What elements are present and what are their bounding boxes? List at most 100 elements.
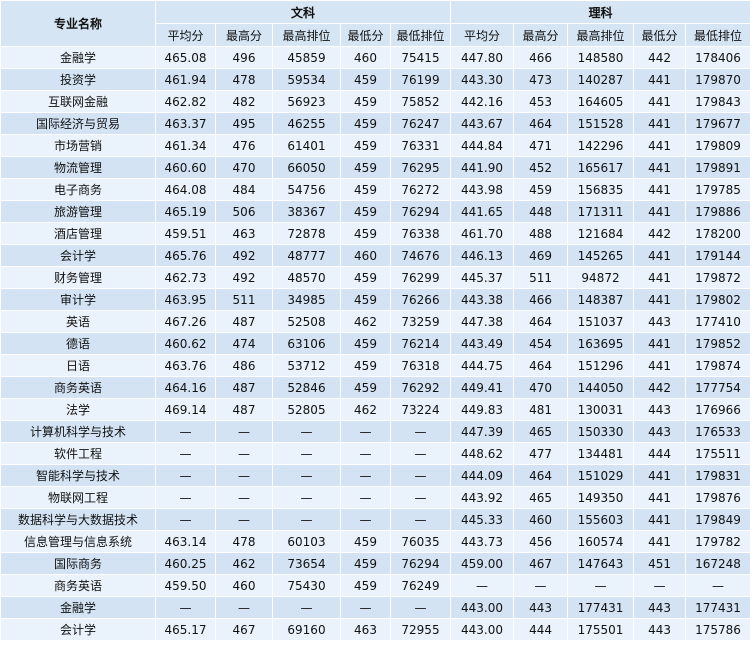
cell: 441.65 bbox=[450, 200, 515, 223]
major-name: 旅游管理 bbox=[0, 200, 156, 223]
table-row: 法学 469.14 487 52805 462 73224 449.83 481 130031 4… bbox=[0, 398, 750, 421]
cell: 473 bbox=[513, 68, 569, 91]
cell: — bbox=[340, 596, 391, 619]
cell: 442 bbox=[633, 376, 687, 399]
cell: 179870 bbox=[685, 68, 750, 91]
cell: 487 bbox=[215, 310, 273, 333]
cell: 476 bbox=[215, 134, 273, 157]
cell: 442 bbox=[633, 46, 687, 69]
column-header: 最高排位 bbox=[272, 23, 341, 47]
cell: — bbox=[340, 420, 391, 443]
cell: 179872 bbox=[685, 266, 750, 289]
cell: — bbox=[340, 486, 391, 509]
cell: — bbox=[155, 596, 216, 619]
cell: 459 bbox=[340, 288, 391, 311]
cell: — bbox=[215, 464, 273, 487]
cell: 34985 bbox=[272, 288, 341, 311]
cell: 52846 bbox=[272, 376, 341, 399]
cell: 448 bbox=[513, 200, 569, 223]
cell: 61401 bbox=[272, 134, 341, 157]
major-name: 德语 bbox=[0, 332, 156, 355]
cell: 38367 bbox=[272, 200, 341, 223]
cell: 459 bbox=[340, 552, 391, 575]
cell: 441 bbox=[633, 134, 687, 157]
major-name: 国际经济与贸易 bbox=[0, 112, 156, 135]
cell: 463.76 bbox=[155, 354, 216, 377]
cell: 459 bbox=[340, 574, 391, 597]
cell: 52508 bbox=[272, 310, 341, 333]
major-name: 电子商务 bbox=[0, 178, 156, 201]
table-row: 投资学 461.94 478 59534 459 76199 443.30 473 140287… bbox=[0, 68, 750, 91]
table-row: 旅游管理 465.19 506 38367 459 76294 441.65 448 17131… bbox=[0, 200, 750, 223]
cell: 441 bbox=[633, 200, 687, 223]
cell: 59534 bbox=[272, 68, 341, 91]
cell: 443.73 bbox=[450, 530, 515, 553]
cell: 179144 bbox=[685, 244, 750, 267]
cell: 442 bbox=[633, 222, 687, 245]
cell: 69160 bbox=[272, 618, 341, 641]
cell: 171311 bbox=[567, 200, 635, 223]
cell: — bbox=[340, 442, 391, 465]
cell: 460 bbox=[340, 46, 391, 69]
cell: 48570 bbox=[272, 266, 341, 289]
cell: 165617 bbox=[567, 156, 635, 179]
cell: — bbox=[685, 574, 750, 597]
cell: 76299 bbox=[389, 266, 452, 289]
cell: 76292 bbox=[389, 376, 452, 399]
cell: 459 bbox=[340, 266, 391, 289]
cell: — bbox=[389, 596, 452, 619]
table-row: 商务英语 464.16 487 52846 459 76292 449.41 470 14405… bbox=[0, 376, 750, 399]
cell: 464.16 bbox=[155, 376, 216, 399]
cell: — bbox=[155, 464, 216, 487]
header-name: 专业名称 bbox=[0, 0, 156, 47]
cell: 179843 bbox=[685, 90, 750, 113]
cell: 463 bbox=[215, 222, 273, 245]
cell: 465 bbox=[513, 420, 569, 443]
cell: 148580 bbox=[567, 46, 635, 69]
column-header: 最高分 bbox=[513, 23, 569, 47]
cell: 496 bbox=[215, 46, 273, 69]
table-row: 软件工程 — — — — —448.62 477 134481 444 175511 bbox=[0, 442, 750, 465]
cell: 164605 bbox=[567, 90, 635, 113]
cell: 443.67 bbox=[450, 112, 515, 135]
cell: 441 bbox=[633, 288, 687, 311]
cell: 467 bbox=[215, 618, 273, 641]
cell: — bbox=[215, 420, 273, 443]
cell: 481 bbox=[513, 398, 569, 421]
cell: 469.14 bbox=[155, 398, 216, 421]
major-name: 国际商务 bbox=[0, 552, 156, 575]
table-row: 商务英语 459.50 460 75430 459 76249— — — — — bbox=[0, 574, 750, 597]
cell: 492 bbox=[215, 244, 273, 267]
cell: 443 bbox=[513, 596, 569, 619]
cell: 441 bbox=[633, 112, 687, 135]
major-name: 法学 bbox=[0, 398, 156, 421]
cell: 130031 bbox=[567, 398, 635, 421]
cell: 470 bbox=[513, 376, 569, 399]
cell: 177754 bbox=[685, 376, 750, 399]
cell: 471 bbox=[513, 134, 569, 157]
cell: 177410 bbox=[685, 310, 750, 333]
cell: 178406 bbox=[685, 46, 750, 69]
cell: 46255 bbox=[272, 112, 341, 135]
table-row: 电子商务 464.08 484 54756 459 76272 443.98 459 15683… bbox=[0, 178, 750, 201]
cell: 441 bbox=[633, 156, 687, 179]
cell: 445.33 bbox=[450, 508, 515, 531]
cell: 459 bbox=[340, 354, 391, 377]
cell: 465.76 bbox=[155, 244, 216, 267]
major-name: 物联网工程 bbox=[0, 486, 156, 509]
cell: 76035 bbox=[389, 530, 452, 553]
cell: — bbox=[340, 464, 391, 487]
cell: 54756 bbox=[272, 178, 341, 201]
major-name: 金融学 bbox=[0, 46, 156, 69]
major-name: 会计学 bbox=[0, 618, 156, 641]
cell: 464.08 bbox=[155, 178, 216, 201]
cell: — bbox=[272, 464, 341, 487]
cell: 460 bbox=[340, 244, 391, 267]
table-row: 数据科学与大数据技术 — — — — —445.33 460 155603 441 179849 bbox=[0, 508, 750, 531]
table-row: 计算机科学与技术 — — — — —447.39 465 150330 443 176533 bbox=[0, 420, 750, 443]
cell: 66050 bbox=[272, 156, 341, 179]
cell: 452 bbox=[513, 156, 569, 179]
cell: 487 bbox=[215, 398, 273, 421]
cell: 175511 bbox=[685, 442, 750, 465]
